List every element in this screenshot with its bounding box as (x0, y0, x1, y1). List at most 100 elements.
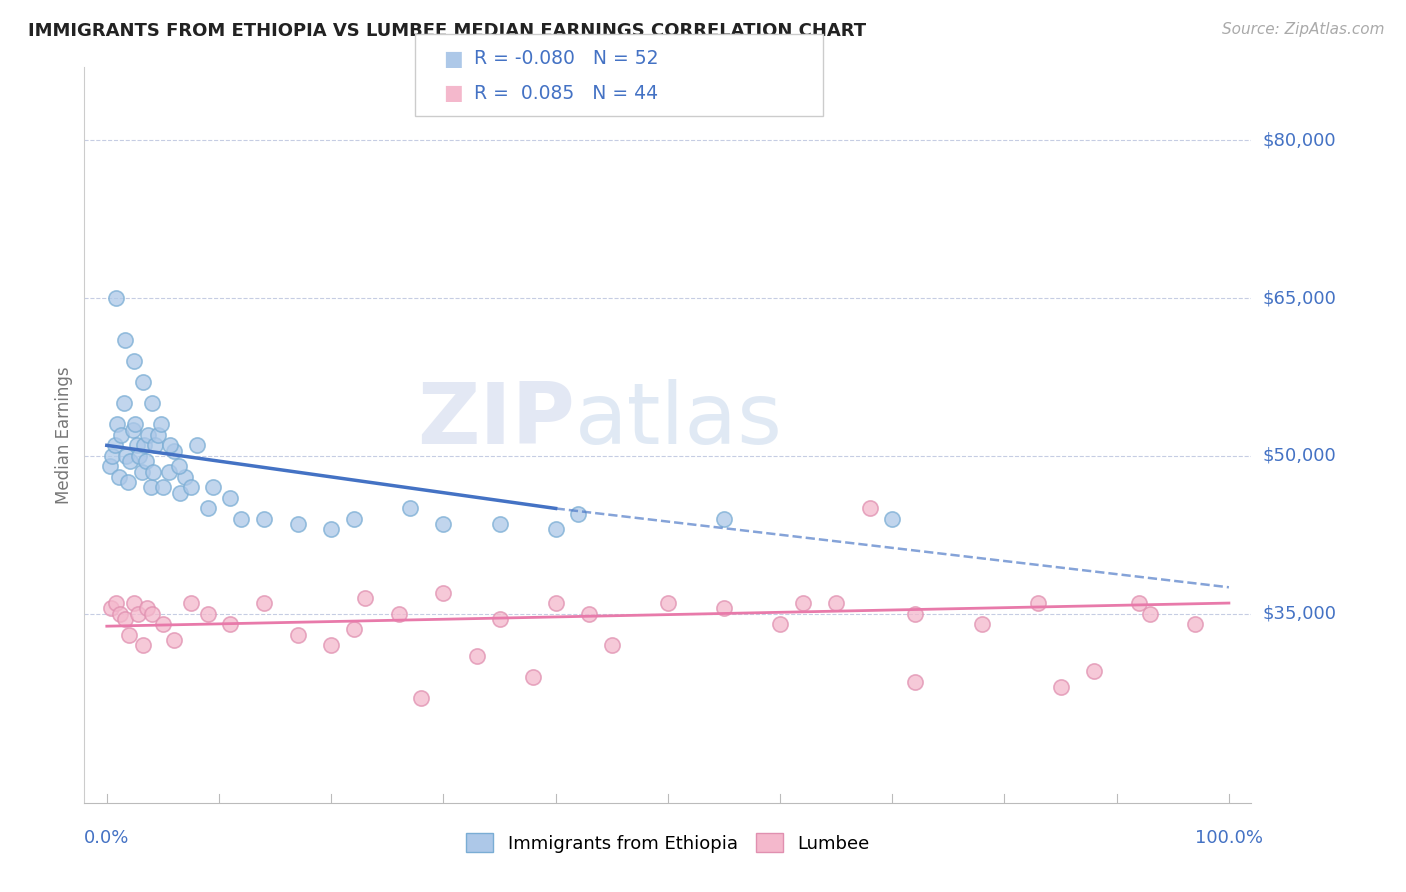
Point (149, 417, 172, 432)
Point (163, 443, 186, 458)
Text: $80,000: $80,000 (1263, 131, 1336, 150)
Point (657, 596, 679, 610)
Text: $50,000: $50,000 (1263, 447, 1336, 465)
Point (488, 517, 510, 532)
Point (219, 617, 242, 632)
Point (197, 501, 219, 516)
Point (180, 596, 202, 610)
Point (904, 674, 927, 689)
Point (143, 438, 166, 452)
Point (398, 501, 420, 516)
Point (152, 617, 174, 632)
Point (432, 585, 454, 599)
Text: Source: ZipAtlas.com: Source: ZipAtlas.com (1222, 22, 1385, 37)
Point (432, 517, 454, 532)
Point (122, 354, 145, 368)
Point (287, 627, 309, 641)
Point (354, 591, 377, 605)
Point (202, 480, 225, 494)
Text: ■: ■ (443, 49, 463, 69)
Text: 0.0%: 0.0% (84, 829, 129, 847)
Point (387, 607, 409, 621)
Point (1026, 596, 1049, 610)
Point (115, 449, 138, 463)
Point (174, 470, 197, 484)
Point (713, 601, 735, 615)
Point (114, 612, 136, 626)
Point (152, 480, 174, 494)
Point (882, 512, 904, 526)
Point (132, 438, 155, 452)
Text: R = -0.080   N = 52: R = -0.080 N = 52 (474, 49, 658, 69)
Point (1083, 665, 1105, 679)
Point (180, 480, 202, 494)
Y-axis label: Median Earnings: Median Earnings (55, 366, 73, 504)
Point (136, 428, 159, 442)
Point (409, 690, 432, 705)
Point (287, 517, 309, 532)
Point (713, 512, 735, 526)
Point (567, 507, 589, 521)
Point (108, 470, 131, 484)
Point (132, 638, 155, 652)
Point (110, 428, 132, 442)
Text: R =  0.085   N = 44: R = 0.085 N = 44 (474, 84, 658, 103)
Point (488, 612, 510, 626)
Point (98, 459, 121, 474)
Text: $35,000: $35,000 (1263, 605, 1337, 623)
Point (105, 417, 128, 432)
Point (792, 596, 814, 610)
Point (544, 523, 567, 537)
Point (1049, 680, 1071, 694)
Point (904, 607, 927, 621)
Point (167, 459, 190, 474)
Point (118, 627, 141, 641)
Point (253, 512, 276, 526)
Point (136, 601, 159, 615)
Point (101, 449, 124, 463)
Text: $65,000: $65,000 (1263, 289, 1336, 307)
Point (141, 607, 163, 621)
Point (104, 596, 127, 610)
Point (100, 601, 122, 615)
Point (132, 376, 155, 390)
Point (127, 607, 149, 621)
Point (124, 417, 146, 432)
Point (141, 396, 163, 410)
Text: 100.0%: 100.0% (1195, 829, 1263, 847)
Point (128, 449, 150, 463)
Text: IMMIGRANTS FROM ETHIOPIA VS LUMBEE MEDIAN EARNINGS CORRELATION CHART: IMMIGRANTS FROM ETHIOPIA VS LUMBEE MEDIA… (28, 22, 866, 40)
Point (157, 465, 180, 479)
Point (169, 485, 191, 500)
Point (197, 607, 219, 621)
Point (1128, 596, 1150, 610)
Point (114, 333, 136, 347)
Point (127, 438, 149, 452)
Text: ZIP: ZIP (416, 378, 575, 462)
Point (578, 607, 600, 621)
Point (120, 454, 142, 468)
Point (110, 607, 132, 621)
Point (104, 438, 127, 452)
Point (186, 438, 208, 452)
Point (131, 465, 153, 479)
Point (122, 596, 145, 610)
Point (163, 632, 186, 647)
Point (522, 670, 544, 684)
Point (159, 438, 181, 452)
Point (600, 638, 623, 652)
Point (112, 396, 135, 410)
Point (231, 512, 253, 526)
Point (121, 423, 143, 437)
Point (465, 648, 488, 663)
Point (343, 623, 366, 637)
Point (1184, 617, 1206, 632)
Point (343, 512, 366, 526)
Point (970, 617, 993, 632)
Point (104, 291, 127, 305)
Point (142, 465, 165, 479)
Point (769, 617, 792, 632)
Text: ■: ■ (443, 83, 463, 103)
Point (321, 523, 343, 537)
Point (139, 480, 162, 494)
